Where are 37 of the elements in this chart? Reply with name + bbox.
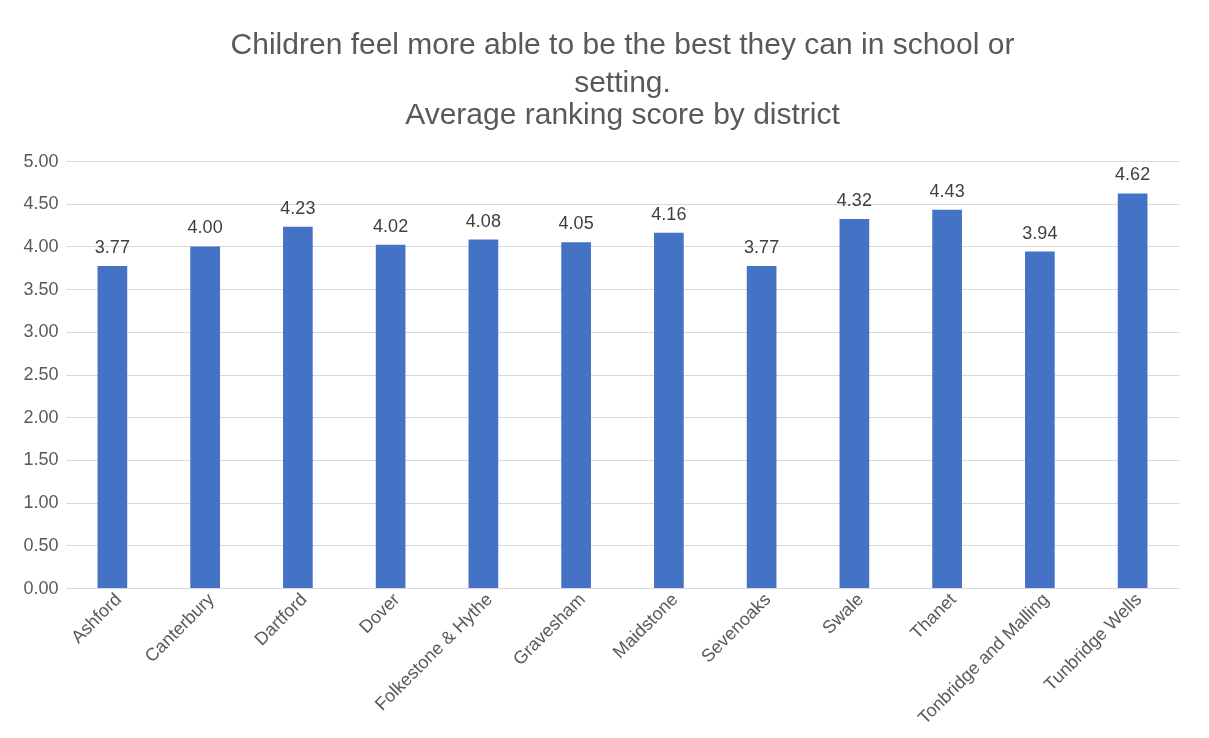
- bar: [375, 244, 406, 588]
- bar: [654, 232, 684, 588]
- y-tick-label: 4.50: [23, 193, 59, 214]
- y-tick-label: 0.50: [23, 534, 59, 555]
- data-label: 3.94: [1022, 222, 1058, 243]
- bar: [1025, 251, 1055, 588]
- data-label: 4.05: [558, 213, 594, 234]
- bar: [190, 246, 220, 588]
- y-tick-label: 0.00: [23, 577, 59, 598]
- data-label: 4.32: [836, 190, 872, 211]
- data-label: 3.77: [744, 237, 780, 258]
- y-tick-label: 5.00: [23, 150, 59, 171]
- y-tick-label: 2.00: [23, 406, 59, 427]
- data-label: 3.77: [94, 237, 130, 258]
- data-label: 4.16: [651, 203, 687, 224]
- bar: [932, 209, 962, 588]
- data-label: 4.23: [280, 197, 316, 218]
- y-tick-label: 1.50: [23, 449, 59, 470]
- bar: [746, 266, 777, 588]
- data-label: 4.08: [465, 210, 501, 231]
- y-tick-label: 3.00: [23, 321, 59, 342]
- bar: [561, 242, 591, 588]
- y-tick-label: 3.50: [23, 278, 59, 299]
- bar: [468, 239, 499, 588]
- y-tick-label: 4.00: [23, 235, 59, 256]
- bar: [97, 266, 128, 588]
- y-tick-label: 1.00: [23, 492, 59, 513]
- data-label: 4.00: [187, 217, 223, 238]
- data-label: 4.62: [1115, 164, 1151, 185]
- chart-subtitle: Average ranking score by district: [405, 97, 841, 130]
- bar: [839, 219, 870, 588]
- bar: [283, 226, 313, 588]
- y-tick-label: 2.50: [23, 364, 59, 384]
- data-label: 4.02: [373, 215, 409, 236]
- bar: [1117, 193, 1148, 588]
- data-label: 4.43: [929, 180, 965, 201]
- chart-title: Children feel more able to be the best they can in school or setting.: [230, 27, 1015, 98]
